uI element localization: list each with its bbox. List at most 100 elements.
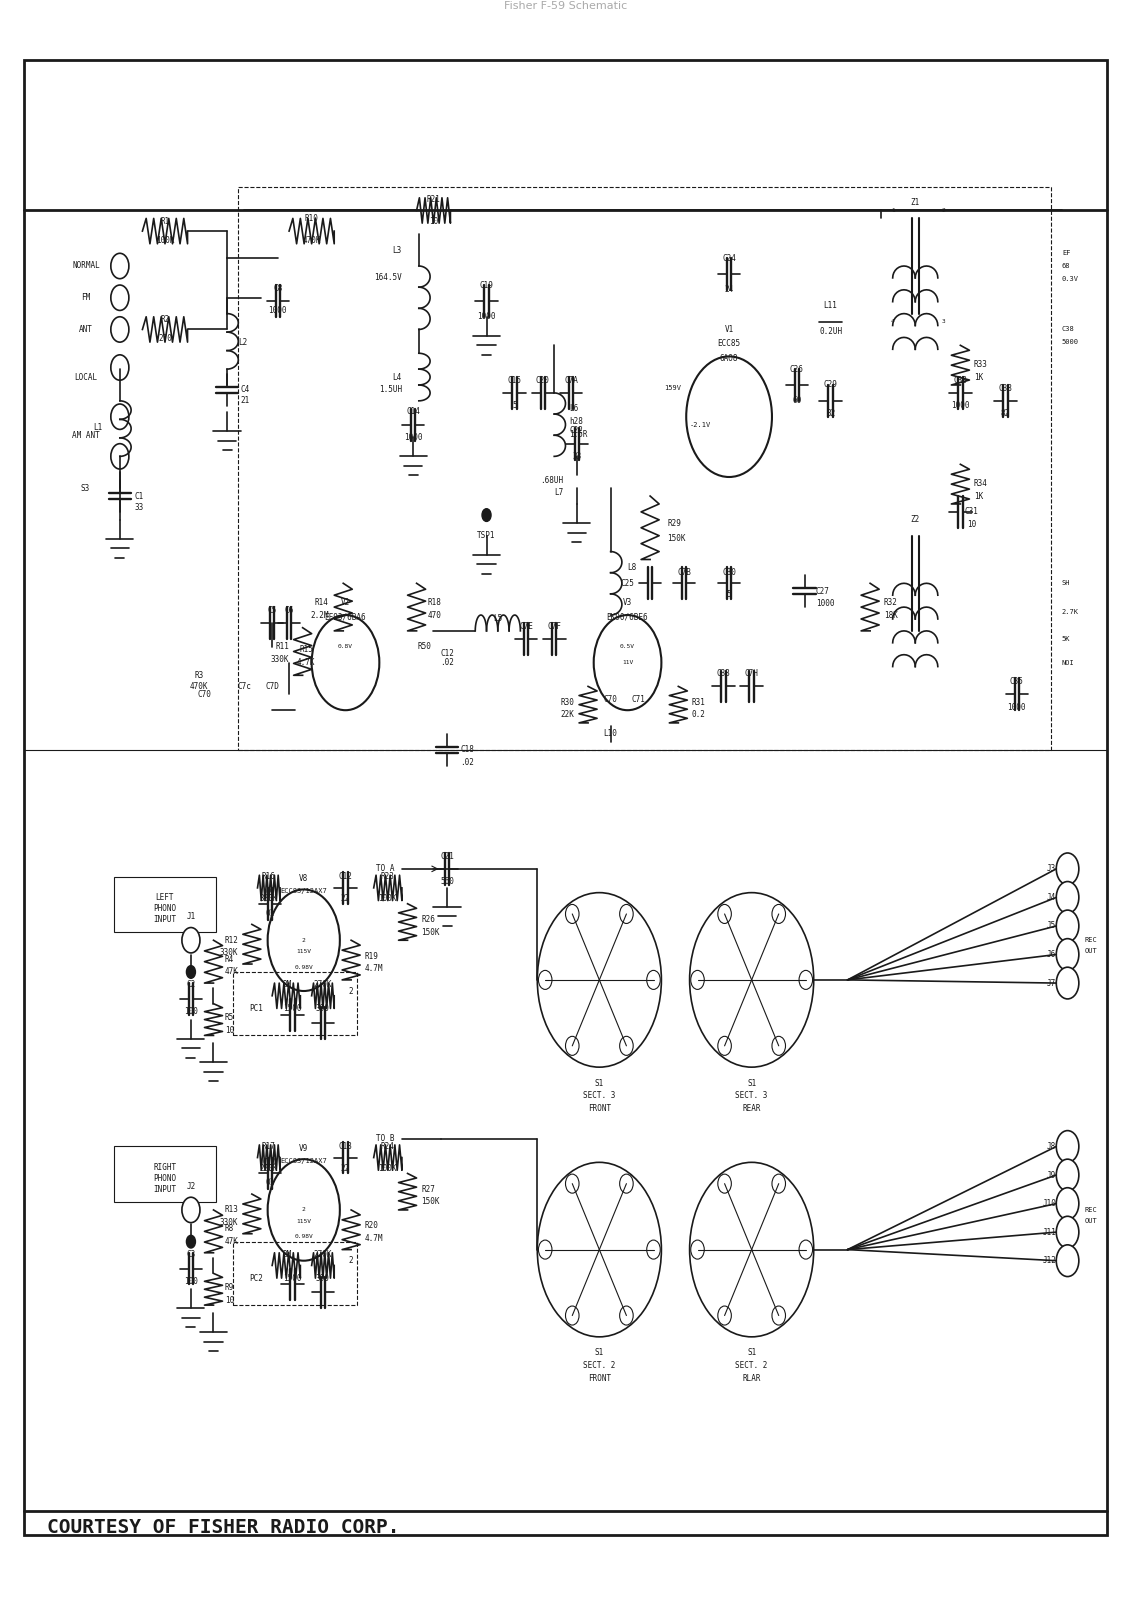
Circle shape [268,1158,339,1261]
Circle shape [772,904,786,923]
Text: J12: J12 [1043,1256,1056,1266]
Text: L4: L4 [392,373,402,381]
Text: C71: C71 [632,694,646,704]
Text: L2: L2 [239,338,248,347]
Text: C7D: C7D [266,682,279,691]
Text: OUT: OUT [1085,1218,1097,1224]
Text: ECC85: ECC85 [717,339,741,349]
Text: REC: REC [1085,1206,1097,1213]
Text: 0.2UH: 0.2UH [819,326,843,336]
Text: 33: 33 [135,502,144,512]
Text: L10: L10 [604,730,618,739]
Circle shape [798,970,812,989]
Text: 2: 2 [302,938,305,942]
Circle shape [620,1174,633,1194]
Text: COURTESY OF FISHER RADIO CORP.: COURTESY OF FISHER RADIO CORP. [46,1518,399,1536]
Text: S1: S1 [595,1078,604,1088]
Text: J2: J2 [187,1182,196,1190]
Circle shape [566,1037,579,1056]
Circle shape [1056,939,1079,970]
Text: S1: S1 [748,1078,757,1088]
Text: 0.98V: 0.98V [294,965,313,970]
Circle shape [1056,882,1079,914]
Text: -2.1V: -2.1V [690,422,711,427]
Title: Fisher F-59 Schematic: Fisher F-59 Schematic [504,2,627,11]
Text: J5: J5 [1047,922,1056,931]
Circle shape [690,893,813,1067]
Text: C16: C16 [508,376,521,384]
Text: R17: R17 [262,1142,276,1150]
Text: 150K: 150K [667,534,685,544]
Text: 1K: 1K [974,491,983,501]
Circle shape [312,614,379,710]
Text: 330K: 330K [259,894,278,904]
Text: 22: 22 [340,894,351,904]
Text: S3: S3 [80,483,89,493]
Circle shape [772,1174,786,1194]
Circle shape [1056,1245,1079,1277]
Circle shape [594,614,662,710]
Text: 2.7K: 2.7K [1062,610,1079,614]
Text: 1000: 1000 [268,306,287,315]
Text: R15: R15 [299,645,313,654]
Circle shape [1056,968,1079,998]
Text: V2: V2 [340,598,351,606]
Text: C27: C27 [815,587,830,595]
Text: 4.7M: 4.7M [364,965,383,973]
Text: C1: C1 [135,491,144,501]
Text: PC1: PC1 [250,1003,264,1013]
Text: J3: J3 [1047,864,1056,874]
Circle shape [187,1235,196,1248]
Text: R1: R1 [161,218,170,226]
Text: 1000: 1000 [951,402,969,410]
Text: 330K: 330K [219,1218,239,1227]
Text: C38: C38 [1062,326,1074,333]
Text: R16: R16 [262,872,276,882]
Text: C6: C6 [285,606,294,614]
Text: 10: 10 [225,1026,234,1035]
Text: h28: h28 [569,418,582,426]
Text: C25: C25 [621,579,634,587]
Text: 3: 3 [942,318,946,325]
Text: 4: 4 [891,318,895,325]
Text: V1: V1 [725,325,734,334]
Circle shape [537,893,662,1067]
Text: R27: R27 [421,1186,435,1194]
Text: ANT: ANT [79,325,93,334]
Text: PC2: PC2 [250,1274,264,1283]
Text: C29: C29 [823,381,838,389]
Text: R4: R4 [225,955,234,963]
Circle shape [1056,1158,1079,1190]
Text: 470: 470 [428,611,442,619]
Text: 1000: 1000 [477,312,495,322]
Text: 100K: 100K [378,1165,397,1173]
Text: FRONT: FRONT [588,1373,611,1382]
Circle shape [538,970,552,989]
Text: 01: 01 [266,909,275,918]
Text: 22: 22 [340,1165,351,1173]
Text: 100K: 100K [156,237,174,245]
Circle shape [1056,910,1079,942]
Text: J11: J11 [1043,1227,1056,1237]
Text: .02: .02 [440,658,454,667]
Text: J10: J10 [1043,1198,1056,1208]
Text: 164.5V: 164.5V [374,272,402,282]
Text: SH: SH [1062,581,1070,586]
Text: RLAR: RLAR [742,1373,761,1382]
Text: C22: C22 [570,427,584,435]
Text: 68: 68 [1062,262,1070,269]
Circle shape [798,1240,812,1259]
Circle shape [620,1306,633,1325]
Circle shape [691,1240,705,1259]
Circle shape [268,890,339,990]
Text: 1000: 1000 [1008,702,1026,712]
Text: R24: R24 [380,1142,395,1150]
Text: 150K: 150K [421,1197,440,1206]
Circle shape [718,1174,732,1194]
Text: 2: 2 [348,987,354,995]
Text: 0.2: 0.2 [692,710,706,720]
Text: NORMAL: NORMAL [72,261,100,270]
Circle shape [718,1306,732,1325]
Text: SECT. 3: SECT. 3 [584,1091,615,1101]
Text: 1.5UH: 1.5UH [379,386,402,394]
